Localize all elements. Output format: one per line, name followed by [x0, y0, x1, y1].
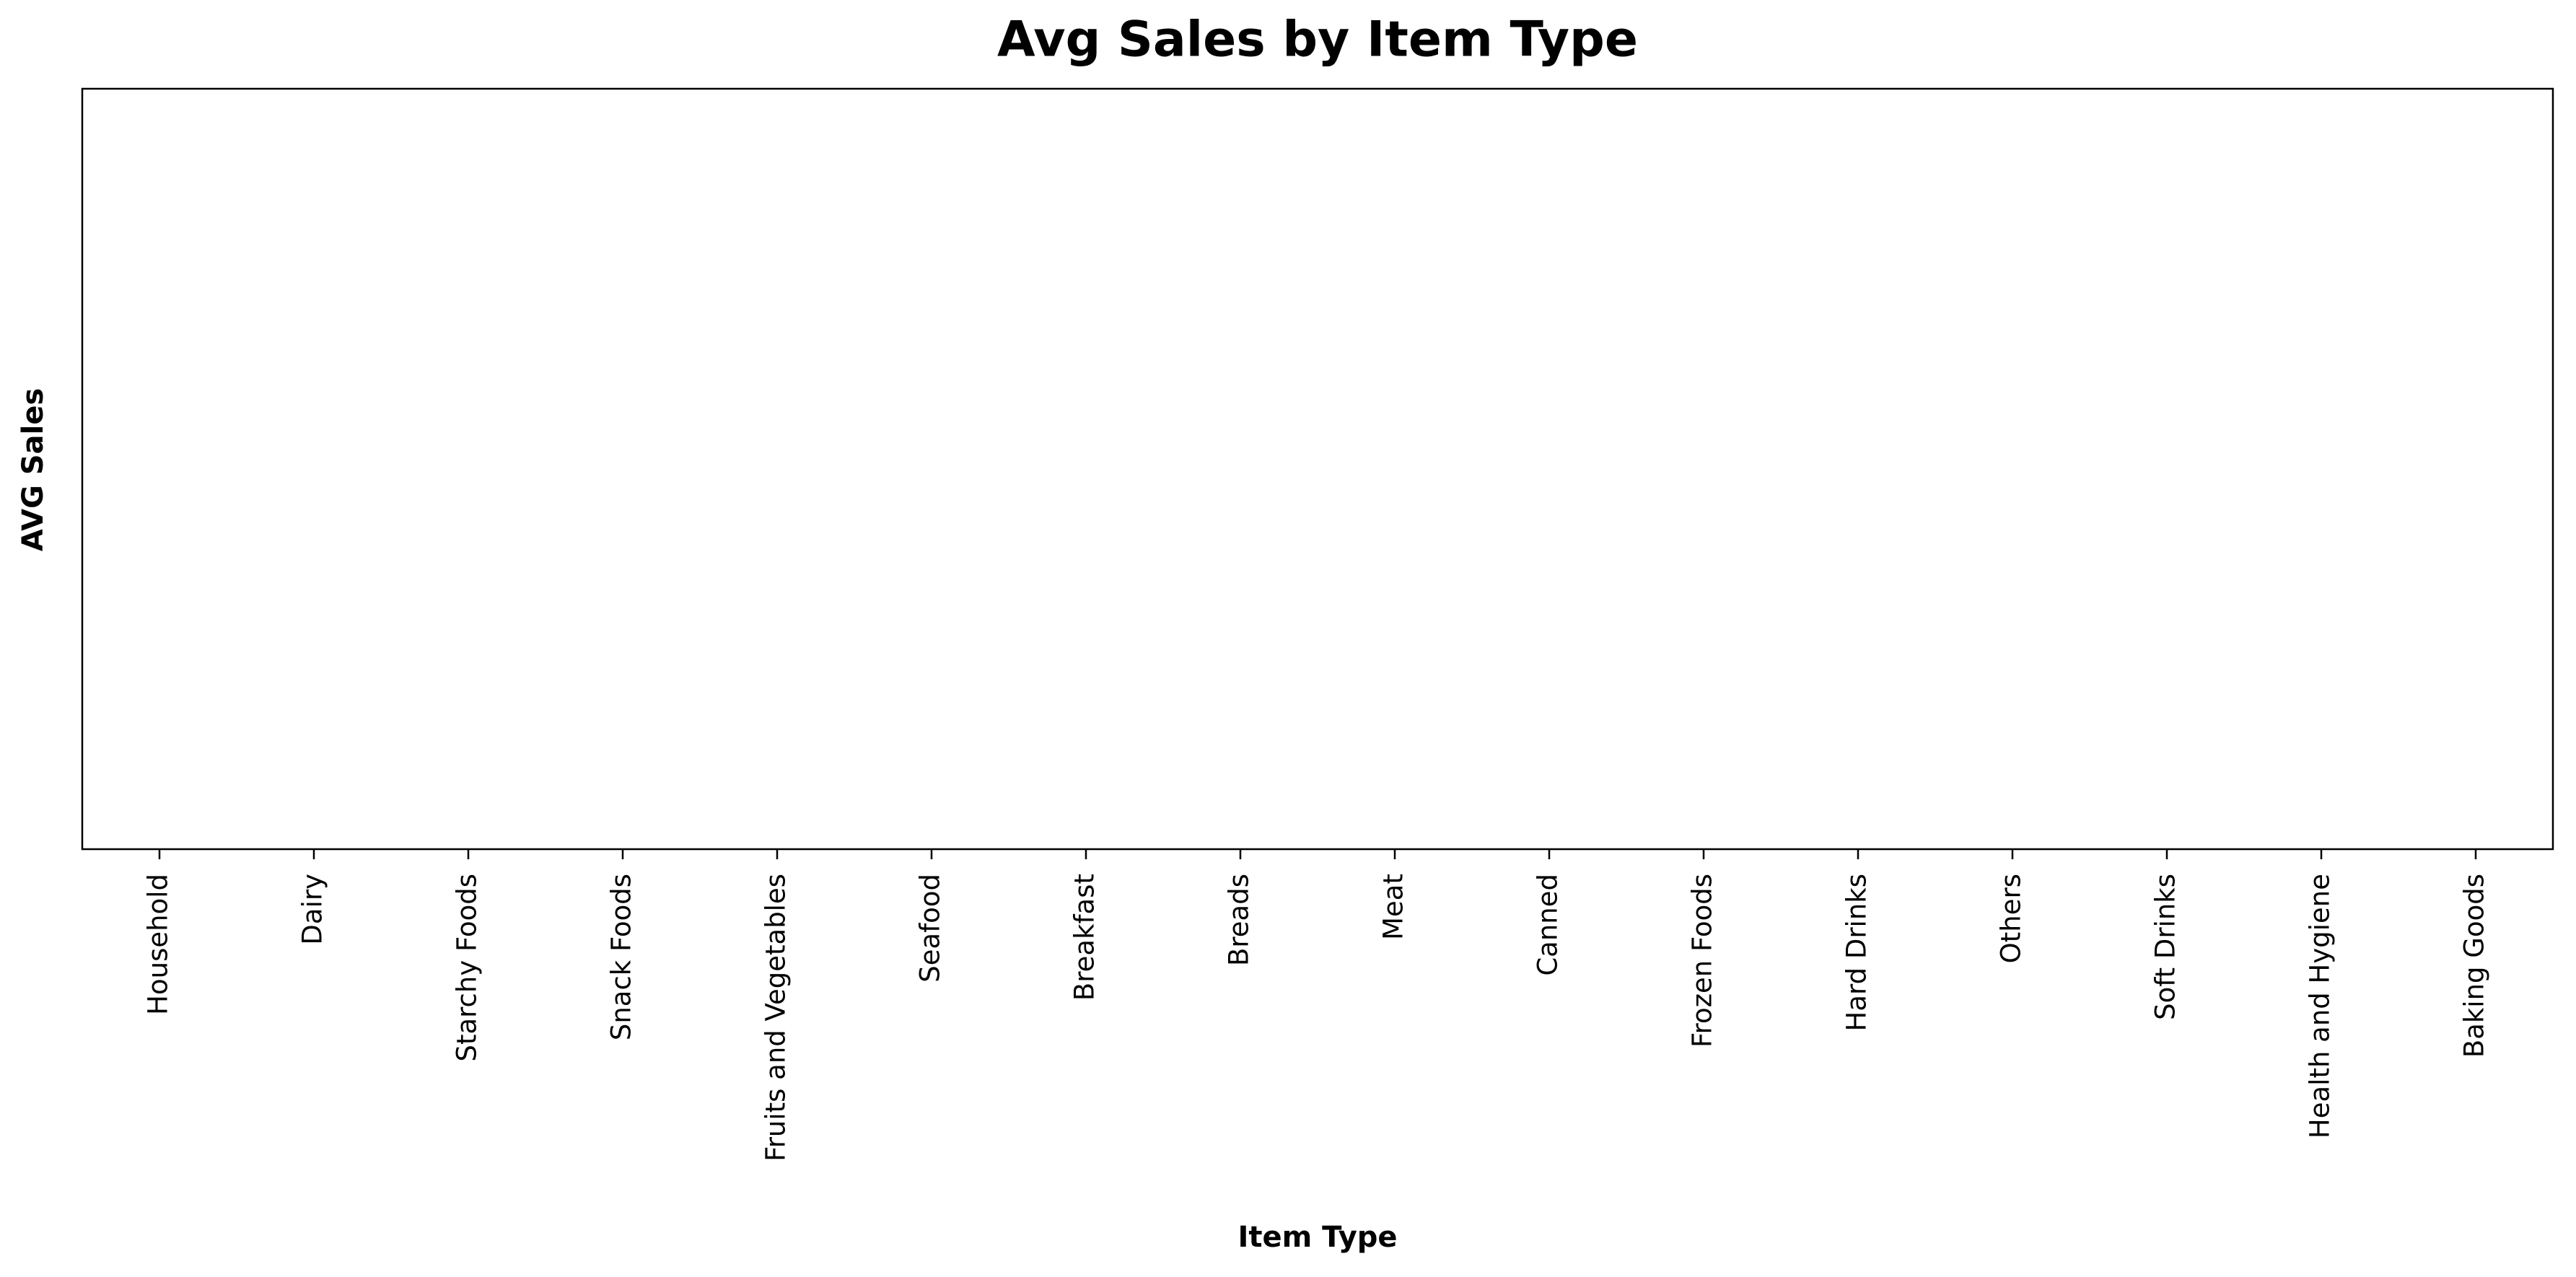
x-tick-label: Dairy [297, 874, 328, 945]
x-tick-label: Others [1996, 874, 2027, 963]
x-tick-label: Seafood [915, 874, 946, 983]
x-tick-label: Meat [1378, 874, 1409, 940]
x-tick-label: Breakfast [1069, 874, 1100, 1001]
x-tick-label: Starchy Foods [452, 874, 483, 1062]
chart-title: Avg Sales by Item Type [997, 12, 1638, 69]
x-tick-label: Hard Drinks [1841, 874, 1872, 1031]
y-axis-label: AVG Sales [17, 388, 50, 551]
x-tick-label: Baking Goods [2459, 874, 2490, 1058]
plot-frame [81, 87, 2554, 851]
x-tick-label: Breads [1224, 874, 1255, 966]
x-tick-label: Health and Hygiene [2305, 874, 2336, 1138]
x-tick-label: Household [143, 874, 174, 1015]
x-tick-label: Canned [1533, 874, 1564, 976]
x-tick-label: Frozen Foods [1687, 874, 1718, 1048]
x-tick-label: Soft Drinks [2150, 874, 2181, 1020]
x-axis-label: Item Type [1237, 1221, 1397, 1254]
x-tick-label: Fruits and Vegetables [761, 874, 792, 1162]
x-tick-label: Snack Foods [606, 874, 637, 1040]
